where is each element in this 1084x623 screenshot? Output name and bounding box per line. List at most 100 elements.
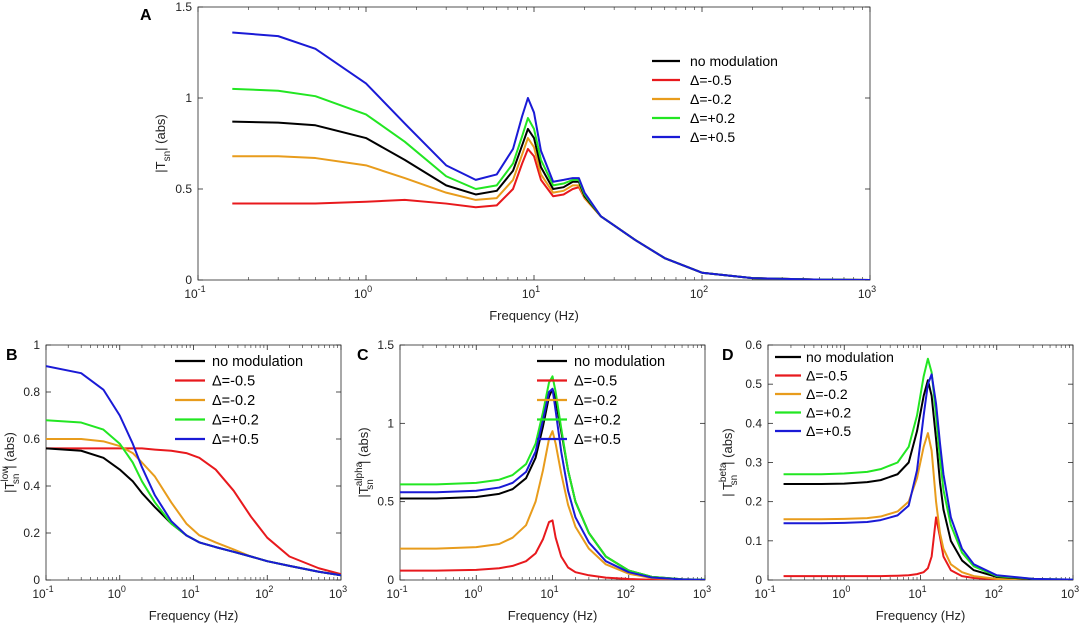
y-tick-label: 0.4 bbox=[745, 416, 762, 430]
y-tick-label: 0.5 bbox=[745, 377, 762, 391]
y-tick-label: 0 bbox=[185, 273, 192, 287]
y-tick-label: 0.1 bbox=[745, 534, 762, 548]
legend-label: Δ=-0.5 bbox=[212, 374, 255, 390]
x-tick-label: 102 bbox=[617, 584, 635, 601]
legend-label: Δ=-0.5 bbox=[574, 374, 617, 390]
y-axis-label: |Tlowsn| (abs) bbox=[0, 432, 22, 493]
series-line-no-modulation bbox=[232, 120, 870, 280]
legend-label: Δ=+0.2 bbox=[574, 413, 621, 429]
x-tick-label: 103 bbox=[1061, 584, 1079, 601]
y-tick-label: 0.8 bbox=[23, 385, 40, 399]
y-tick-label: 0 bbox=[33, 573, 40, 587]
legend-label: no modulation bbox=[574, 354, 665, 370]
x-tick-label: 101 bbox=[181, 584, 199, 601]
series-line-m02 bbox=[400, 430, 705, 580]
legend-label: Δ=+0.5 bbox=[690, 129, 735, 145]
legend-label: Δ=-0.5 bbox=[690, 72, 732, 88]
x-axis-label: Frequency (Hz) bbox=[508, 608, 598, 623]
y-tick-label: 0 bbox=[755, 573, 762, 587]
panel-label: B bbox=[6, 347, 18, 364]
legend-label: Δ=-0.2 bbox=[806, 386, 848, 402]
series-line-m02 bbox=[46, 438, 341, 577]
legend-label: Δ=+0.2 bbox=[212, 413, 259, 429]
x-tick-label: 10-1 bbox=[754, 584, 775, 601]
series-line-m02 bbox=[783, 432, 1073, 580]
x-tick-label: 102 bbox=[985, 584, 1003, 601]
legend: no modulation Δ=-0.5 Δ=-0.2 Δ=+0.2 Δ=+0.5 bbox=[775, 349, 894, 439]
series-line-no-modulation bbox=[783, 379, 1073, 580]
x-tick-label: 101 bbox=[522, 284, 540, 301]
series-line-p05 bbox=[783, 373, 1073, 580]
y-axis-label: | Tbetasn| (abs) bbox=[718, 428, 740, 497]
y-tick-label: 1 bbox=[185, 91, 192, 105]
series-line-no-modulation bbox=[46, 447, 341, 577]
legend-label: Δ=-0.5 bbox=[806, 368, 848, 384]
x-axis-label: Frequency (Hz) bbox=[149, 608, 239, 623]
panel-label: D bbox=[722, 347, 734, 364]
y-tick-label: 0.4 bbox=[23, 479, 40, 493]
legend: no modulation Δ=-0.5 Δ=-0.2 Δ=+0.2 Δ=+0.5 bbox=[175, 354, 303, 448]
legend-label: Δ=-0.2 bbox=[212, 393, 255, 409]
y-axis-label: |Talphasn| (abs) bbox=[354, 427, 376, 497]
legend-label: Δ=+0.2 bbox=[806, 405, 851, 421]
panel-label: C bbox=[357, 347, 369, 364]
legend-label: Δ=+0.5 bbox=[574, 432, 621, 448]
panel-d: 10-1 100 101 102 103 0 0.1 0.2 0.3 0.4 0.5 0.6 Frequ… bbox=[718, 338, 1079, 623]
legend-label: Δ=+0.2 bbox=[690, 110, 735, 126]
x-tick-label: 100 bbox=[464, 584, 482, 601]
panel-c: 10-1 100 101 102 103 0 0.5 1 1.5 Frequency (Hz) |T… bbox=[354, 338, 711, 623]
x-tick-label: 10-1 bbox=[32, 584, 53, 601]
x-tick-label: 10-1 bbox=[184, 284, 205, 301]
series-line-p02 bbox=[783, 357, 1073, 580]
panel-label: A bbox=[140, 7, 152, 24]
y-tick-label: 1.5 bbox=[175, 0, 192, 14]
panel-b: 10-1 100 101 102 103 0 0.2 0.4 0.6 0.8 1 Frequency … bbox=[0, 338, 347, 623]
y-tick-label: 0.3 bbox=[745, 456, 762, 470]
x-tick-label: 100 bbox=[354, 284, 372, 301]
x-tick-label: 102 bbox=[690, 284, 708, 301]
legend: no modulation Δ=-0.5 Δ=-0.2 Δ=+0.2 Δ=+0.5 bbox=[652, 53, 778, 145]
x-tick-label: 100 bbox=[108, 584, 126, 601]
y-tick-label: 0.6 bbox=[745, 338, 762, 352]
y-tick-label: 1 bbox=[387, 416, 394, 430]
series-line-m05 bbox=[783, 516, 1073, 580]
y-tick-label: 1.5 bbox=[377, 338, 394, 352]
x-axis-label: Frequency (Hz) bbox=[876, 608, 966, 623]
x-tick-label: 10-1 bbox=[386, 584, 407, 601]
x-axis-label: Frequency (Hz) bbox=[489, 308, 579, 323]
legend-label: Δ=-0.2 bbox=[574, 393, 617, 409]
legend-label: Δ=-0.2 bbox=[690, 91, 732, 107]
y-tick-label: 0.6 bbox=[23, 432, 40, 446]
y-tick-label: 0.5 bbox=[175, 182, 192, 196]
legend-label: no modulation bbox=[806, 349, 894, 365]
legend-label: no modulation bbox=[690, 53, 778, 69]
series-line-p05 bbox=[46, 365, 341, 577]
legend-label: Δ=+0.5 bbox=[806, 423, 851, 439]
x-tick-label: 101 bbox=[540, 584, 558, 601]
series-line-p02 bbox=[400, 375, 705, 580]
y-tick-label: 1 bbox=[33, 338, 40, 352]
y-tick-label: 0.2 bbox=[23, 526, 40, 540]
series-line-m05 bbox=[400, 519, 705, 580]
y-axis-label: |Tsn| (abs) bbox=[153, 114, 173, 173]
series-line-m05 bbox=[46, 447, 341, 576]
x-tick-label: 100 bbox=[832, 584, 850, 601]
y-tick-label: 0 bbox=[387, 573, 394, 587]
x-tick-label: 103 bbox=[329, 584, 347, 601]
panel-a: 10-1 100 101 102 103 0 0.5 1 1.5 Frequency (Hz) |T… bbox=[140, 0, 876, 323]
x-tick-label: 101 bbox=[908, 584, 926, 601]
x-tick-label: 102 bbox=[255, 584, 273, 601]
x-tick-label: 103 bbox=[693, 584, 711, 601]
legend: no modulation Δ=-0.5 Δ=-0.2 Δ=+0.2 Δ=+0.5 bbox=[537, 354, 665, 448]
legend-label: Δ=+0.5 bbox=[212, 432, 259, 448]
series-line-p05 bbox=[232, 31, 870, 280]
x-tick-label: 103 bbox=[858, 284, 876, 301]
y-tick-label: 0.2 bbox=[745, 495, 762, 509]
legend-label: no modulation bbox=[212, 354, 303, 370]
series-line-m02 bbox=[232, 137, 870, 280]
series-line-p02 bbox=[46, 419, 341, 577]
axes-box bbox=[197, 6, 871, 281]
series-line-m05 bbox=[232, 147, 870, 280]
y-tick-label: 0.5 bbox=[377, 495, 394, 509]
